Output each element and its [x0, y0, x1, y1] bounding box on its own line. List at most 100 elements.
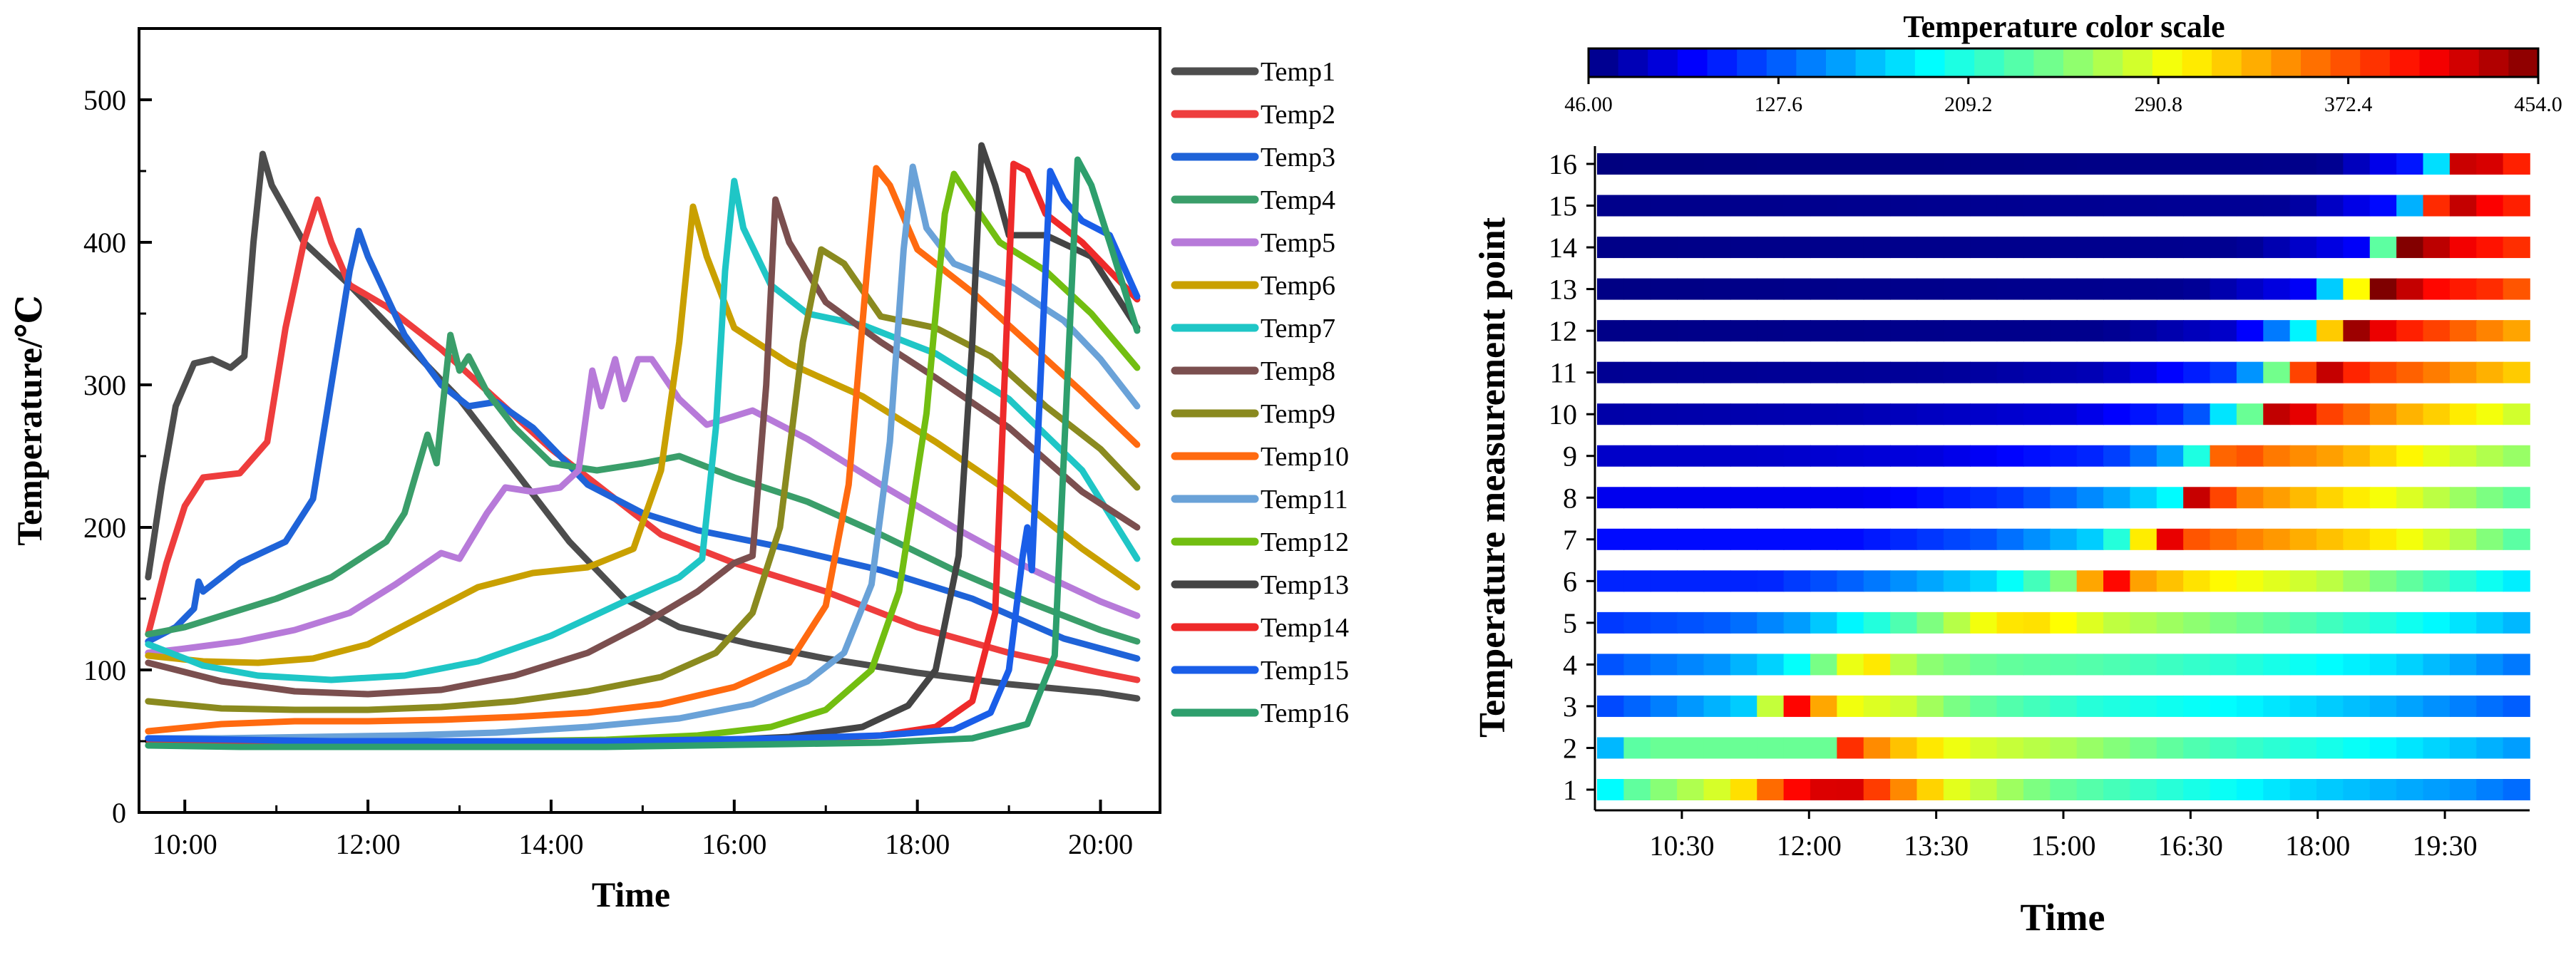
heatmap-cell [1623, 737, 1651, 759]
heatmap-cell [1996, 528, 2024, 550]
heatmap-y-tick-label: 1 [1563, 774, 1577, 806]
colorbar-segment [1885, 48, 1916, 77]
heatmap-cell [1996, 695, 2024, 717]
heatmap-cell [2343, 737, 2371, 759]
heatmap-cell [1863, 654, 1891, 676]
heatmap-cell [2050, 403, 2078, 425]
heatmap-cell [1890, 320, 1918, 342]
heatmap-cell [2236, 361, 2264, 383]
heatmap-cell [1703, 320, 1731, 342]
heatmap-cell [1703, 570, 1731, 592]
heatmap-cell [1623, 487, 1651, 509]
heatmap-cell [2423, 361, 2451, 383]
heatmap-cell [2369, 654, 2397, 676]
heatmap-cell [2263, 403, 2291, 425]
heatmap-x-axis-title: Time [2021, 896, 2105, 939]
heatmap-cell [1916, 695, 1944, 717]
heatmap-row-16 [1597, 153, 2530, 175]
heatmap-cell [1970, 278, 1998, 300]
colorbar-segment [1707, 48, 1738, 77]
heatmap-cell [2076, 737, 2104, 759]
legend-label-temp10: Temp10 [1261, 442, 1349, 472]
heatmap-cell [2130, 278, 2157, 300]
heatmap-cell [1943, 487, 1971, 509]
heatmap-cell [2503, 195, 2530, 217]
heatmap-cell [1677, 570, 1705, 592]
heatmap-cell [1863, 445, 1891, 467]
colorbar-segment [1796, 48, 1827, 77]
heatmap-cell [2050, 320, 2078, 342]
heatmap-cell [1783, 237, 1811, 259]
heatmap-cell [2316, 403, 2344, 425]
heatmap-cell [1677, 361, 1705, 383]
heatmap-cell [1863, 611, 1891, 634]
heatmap-cell [2103, 487, 2131, 509]
heatmap-x-tick-label: 15:00 [2031, 830, 2095, 862]
heatmap-cell [1730, 695, 1758, 717]
heatmap-cell [2289, 695, 2317, 717]
heatmap-cell [2476, 487, 2504, 509]
heatmap-cell [2369, 195, 2397, 217]
heatmap-cell [1757, 487, 1785, 509]
heatmap-cell [2023, 403, 2051, 425]
heatmap-cell [2316, 445, 2344, 467]
heatmap-cell [2210, 528, 2237, 550]
heatmap-cell [2236, 278, 2264, 300]
heatmap-cell [2263, 528, 2291, 550]
heatmap-cell [2156, 654, 2184, 676]
x-tick-label: 12:00 [336, 828, 401, 860]
heatmap-cell [2236, 237, 2264, 259]
heatmap-cell [1757, 237, 1785, 259]
heatmap-cell [2263, 570, 2291, 592]
heatmap-cell [1837, 195, 1864, 217]
heatmap-cell [2076, 570, 2104, 592]
heatmap-cell [1890, 528, 1918, 550]
heatmap-cell [2369, 570, 2397, 592]
heatmap-cell [2316, 361, 2344, 383]
heatmap-cell [2023, 528, 2051, 550]
heatmap-cell [2050, 611, 2078, 634]
heatmap-y-tick-label: 3 [1563, 691, 1577, 723]
heatmap-cell [2183, 528, 2211, 550]
colorbar-segment [2330, 48, 2361, 77]
heatmap-row-12 [1597, 320, 2530, 342]
heatmap-cell [1970, 528, 1998, 550]
heatmap-cell [1943, 361, 1971, 383]
heatmap-cell [1703, 445, 1731, 467]
heatmap-row-3 [1597, 695, 2530, 717]
heatmap-cell [1970, 570, 1998, 592]
heatmap-cell [2023, 611, 2051, 634]
heatmap-cell [2289, 779, 2317, 800]
heatmap-cell [1757, 654, 1785, 676]
heatmap-cell [2050, 445, 2078, 467]
heatmap-cell [1810, 611, 1838, 634]
heatmap-cell [2343, 237, 2371, 259]
heatmap-cell [2130, 779, 2157, 800]
heatmap-x-tick-label: 13:30 [1904, 830, 1969, 862]
heatmap-row-8 [1597, 487, 2530, 509]
heatmap-cell [2023, 153, 2051, 175]
line-series-group [145, 142, 1141, 750]
heatmap-cell [1916, 528, 1944, 550]
heatmap-cell [1863, 195, 1891, 217]
heatmap-cell [2503, 445, 2530, 467]
heatmap-cell [1916, 611, 1944, 634]
heatmap-cell [1650, 361, 1678, 383]
heatmap-cell [1730, 611, 1758, 634]
legend-label-temp15: Temp15 [1261, 656, 1349, 686]
heatmap-cell [1650, 737, 1678, 759]
heatmap-cell [1810, 278, 1838, 300]
heatmap-cell [1916, 737, 1944, 759]
heatmap-cell [2289, 195, 2317, 217]
heatmap-cell [2369, 528, 2397, 550]
heatmap-cell [1970, 779, 1998, 800]
heatmap-cell [2316, 695, 2344, 717]
heatmap-cell [1757, 403, 1785, 425]
heatmap-cell [2503, 403, 2530, 425]
colorbar-segment [2123, 48, 2153, 77]
heatmap-cell [2396, 153, 2424, 175]
heatmap-cell [2103, 737, 2131, 759]
heatmap-cell [1943, 445, 1971, 467]
line-chart-x-axis-title: Time [592, 874, 670, 914]
heatmap-cell [2423, 403, 2451, 425]
